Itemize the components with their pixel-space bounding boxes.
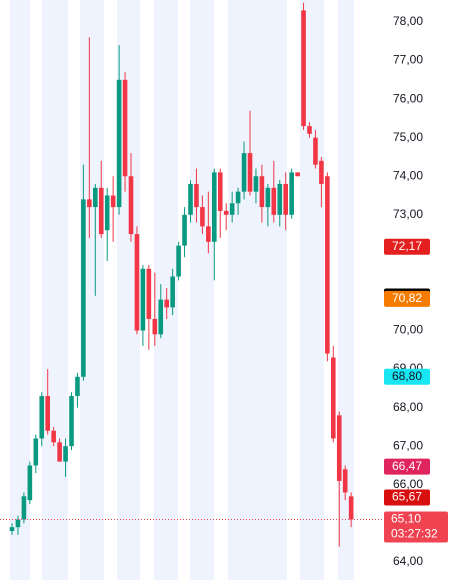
y-tick-label: 74,00 [393, 168, 423, 182]
y-tick-label: 68,00 [393, 400, 423, 414]
candle-body [301, 10, 306, 127]
candle-body [348, 496, 354, 520]
candle-body [51, 430, 56, 443]
candle-body [63, 446, 68, 462]
candle-body [342, 469, 348, 493]
candle-body [69, 396, 74, 447]
candle-body [253, 176, 259, 192]
candle-body [206, 226, 211, 242]
price-label: 66,47 [392, 459, 422, 473]
candle-body [319, 160, 324, 184]
candle-body [146, 268, 152, 319]
candle-body [87, 199, 92, 208]
candle-body [271, 187, 277, 215]
y-tick-label: 73,00 [393, 207, 423, 221]
candle-body [104, 195, 110, 231]
candle-body [188, 183, 193, 215]
price-label-box [384, 458, 430, 475]
candle-body [265, 187, 271, 208]
candle-body [283, 183, 288, 215]
candle-body [336, 415, 342, 481]
y-tick-label: 76,00 [393, 91, 423, 105]
candle-body [259, 176, 265, 208]
candle-body [241, 153, 247, 192]
candle-body [122, 79, 128, 177]
price-label-box [384, 368, 430, 385]
candle-body [15, 519, 21, 528]
price-label-box [384, 238, 430, 255]
candle-body [182, 214, 187, 246]
price-label: 65,10 [391, 512, 421, 526]
candle-body [200, 207, 205, 227]
candle-body [176, 245, 181, 277]
candle-body [9, 527, 15, 532]
price-label: 70,82 [392, 291, 422, 305]
price-label-box [384, 489, 430, 506]
candle-body [93, 187, 98, 208]
candle-body [116, 79, 122, 208]
candle-body [164, 299, 169, 308]
y-tick-label: 66,00 [393, 477, 423, 491]
candle-body [98, 187, 104, 235]
candle-body [158, 299, 164, 335]
candle-body [33, 438, 39, 466]
candle-body [247, 153, 253, 192]
y-tick-label: 70,00 [393, 323, 423, 337]
candle-body [170, 276, 175, 308]
y-tick-label: 77,00 [393, 53, 423, 67]
candle-body [152, 318, 158, 335]
candle-body [57, 442, 62, 462]
candle-body [140, 268, 146, 331]
candle-body [194, 183, 199, 208]
candle-body [81, 199, 86, 377]
candle-body [331, 357, 336, 439]
candle-body [307, 126, 312, 134]
candle-body [45, 396, 50, 431]
candle-body [39, 396, 45, 439]
candle-body [223, 210, 229, 215]
price-label: 65,67 [392, 490, 422, 504]
candle-body [110, 195, 116, 208]
candle-body [313, 137, 318, 165]
candle-body [27, 465, 33, 501]
price-label: 68,80 [392, 369, 422, 383]
candle-body [277, 183, 283, 215]
candle-body [75, 376, 80, 397]
y-tick-label: 75,00 [393, 130, 423, 144]
candle-body [128, 176, 134, 235]
y-tick-label: 64,00 [393, 554, 423, 568]
candle-body [212, 172, 217, 242]
candle-body [217, 172, 223, 211]
candle-body [295, 172, 300, 177]
candle-body [325, 176, 330, 354]
y-tick-label: 67,00 [393, 438, 423, 452]
countdown: 03:27:32 [391, 527, 438, 541]
candle-body [229, 203, 235, 215]
candle-body [235, 191, 241, 204]
candle-body [289, 172, 294, 215]
price-label: 72,17 [392, 239, 422, 253]
y-tick-label: 78,00 [393, 14, 423, 28]
candle-body [134, 234, 140, 331]
price-label-box [384, 511, 448, 543]
price-label-box [384, 290, 430, 307]
candle-body [21, 496, 27, 520]
